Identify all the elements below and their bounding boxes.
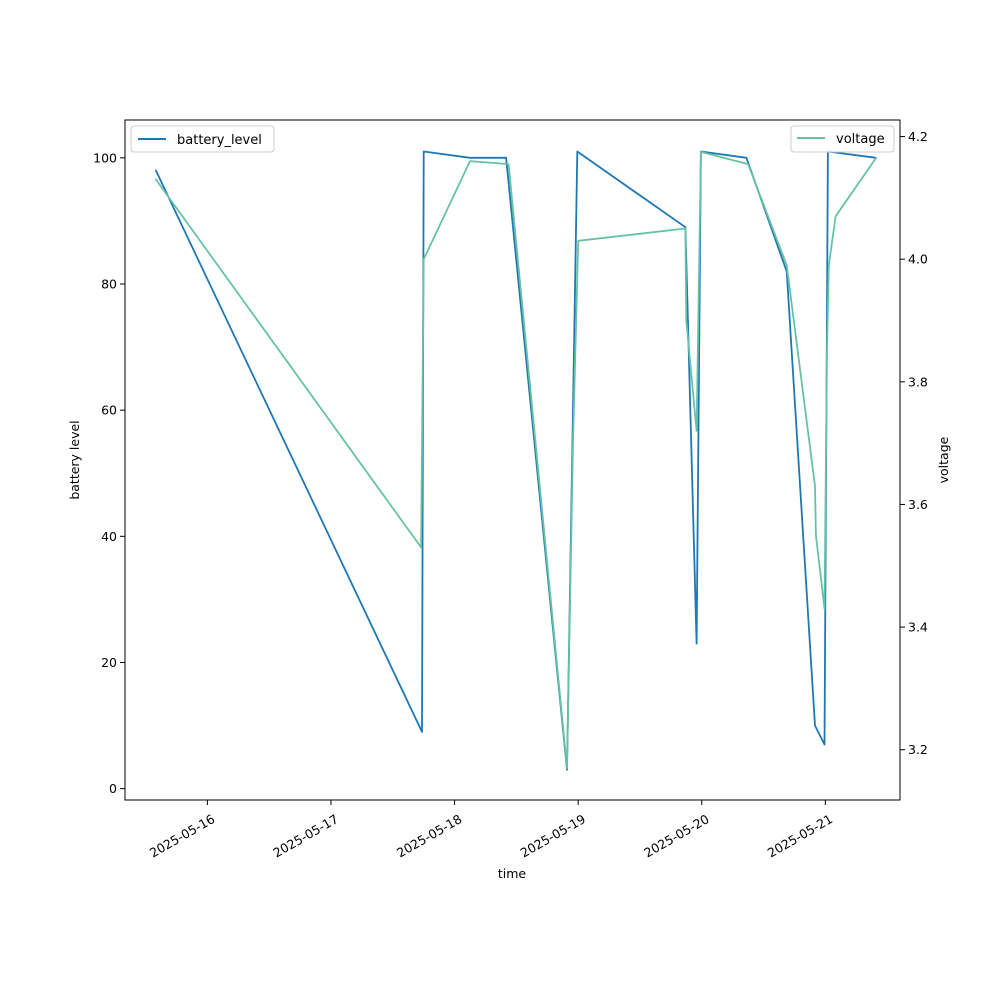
series-layer (154, 150, 877, 771)
series-line-voltage (154, 150, 877, 769)
y-left-tick-label: 0 (109, 781, 117, 796)
y-left-tick-label: 60 (101, 403, 117, 418)
y-left-tick-label: 100 (93, 150, 117, 165)
x-axis-label: time (498, 866, 527, 881)
y-right-tick-label: 4.2 (908, 129, 928, 144)
legend-voltage-label: voltage (836, 132, 885, 147)
legend-battery-level: battery_level (130, 125, 275, 153)
legend-battery-label: battery_level (177, 133, 262, 148)
y-axis-left-label: battery level (67, 420, 82, 499)
y-right-tick-label: 3.8 (908, 374, 928, 389)
y-left-tick-label: 40 (101, 529, 117, 544)
y-left-tick-label: 80 (101, 277, 117, 292)
legend-voltage: voltage (790, 125, 895, 153)
legend-battery-frame (130, 125, 275, 153)
y-right-tick-label: 3.4 (908, 620, 928, 635)
plot-frame (124, 119, 901, 801)
legend-voltage-frame (790, 125, 895, 153)
y-right-tick-label: 3.6 (908, 497, 928, 512)
y-left-tick-label: 20 (101, 655, 117, 670)
y-right-tick-label: 4.0 (908, 252, 928, 267)
series-line-battery-level (154, 150, 877, 771)
y-right-tick-label: 3.2 (908, 742, 928, 757)
y-axis-right-label: voltage (936, 436, 951, 483)
